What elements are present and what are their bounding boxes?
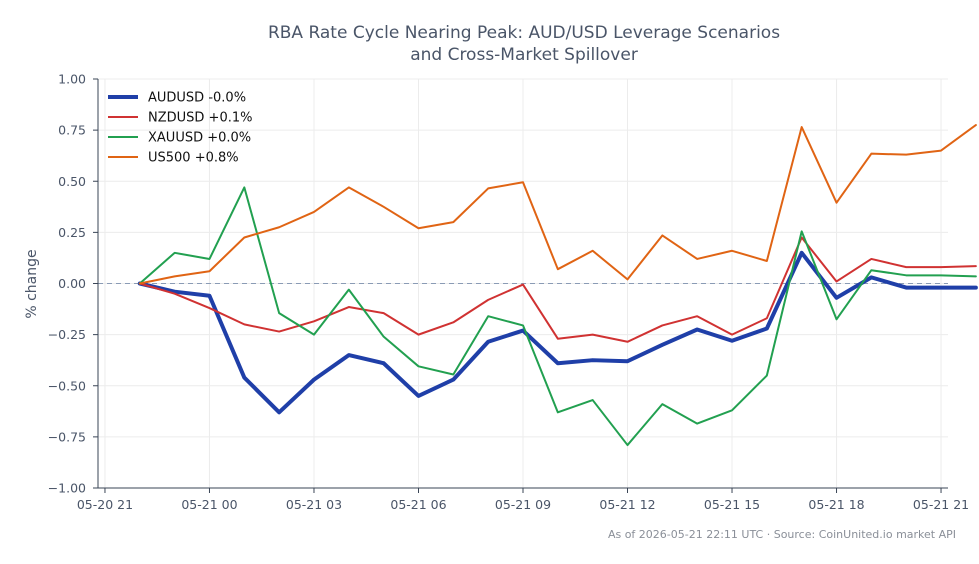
x-ticks: 05-20 21 05-21 00 05-21 03 05-21 06 05-21 09…	[77, 488, 969, 512]
y-tick-label: −0.50	[48, 378, 86, 393]
x-tick-label: 05-21 09	[495, 497, 551, 512]
y-tick-label: −1.00	[48, 481, 86, 496]
x-tick-label: 05-20 21	[77, 497, 133, 512]
x-tick-label: 05-21 21	[913, 497, 969, 512]
series-line-1	[138, 236, 977, 343]
y-tick-label: 1.00	[58, 72, 86, 87]
y-tick-label: −0.25	[48, 327, 86, 342]
y-tick-label: 0.00	[58, 276, 86, 291]
x-tick-label: 05-21 06	[390, 497, 446, 512]
x-tick-label: 05-21 03	[286, 497, 342, 512]
legend: AUDUSD -0.0% NZDUSD +0.1% XAUUSD +0.0% US50…	[108, 91, 252, 166]
y-axis-label: % change	[24, 249, 40, 318]
y-tick-label: 0.75	[58, 123, 86, 138]
y-tick-label: 0.25	[58, 225, 86, 240]
footer-source: As of 2026-05-21 22:11 UTC · Source: Coi…	[608, 528, 956, 541]
legend-label-2: XAUUSD +0.0%	[148, 131, 251, 146]
x-tick-label: 05-21 12	[599, 497, 655, 512]
series-line-3	[138, 124, 977, 285]
chart-title-line-1: RBA Rate Cycle Nearing Peak: AUD/USD Lev…	[268, 23, 780, 43]
legend-label-3: US500 +0.8%	[148, 151, 239, 166]
x-tick-label: 05-21 15	[704, 497, 760, 512]
chart-title-line-2: and Cross-Market Spillover	[410, 45, 638, 65]
x-tick-label: 05-21 18	[808, 497, 864, 512]
series-line-0	[137, 250, 978, 415]
y-ticks: 1.00 0.75 0.50 0.25 0.00 −0.25 −0.50 −0.75 −1.00	[48, 72, 98, 496]
y-tick-label: 0.50	[58, 174, 86, 189]
y-tick-label: −0.75	[48, 429, 86, 444]
x-tick-label: 05-21 00	[181, 497, 237, 512]
legend-label-0: AUDUSD -0.0%	[148, 91, 246, 106]
series-lines	[137, 124, 978, 447]
legend-label-1: NZDUSD +0.1%	[148, 111, 252, 126]
series-line-2	[138, 186, 977, 447]
